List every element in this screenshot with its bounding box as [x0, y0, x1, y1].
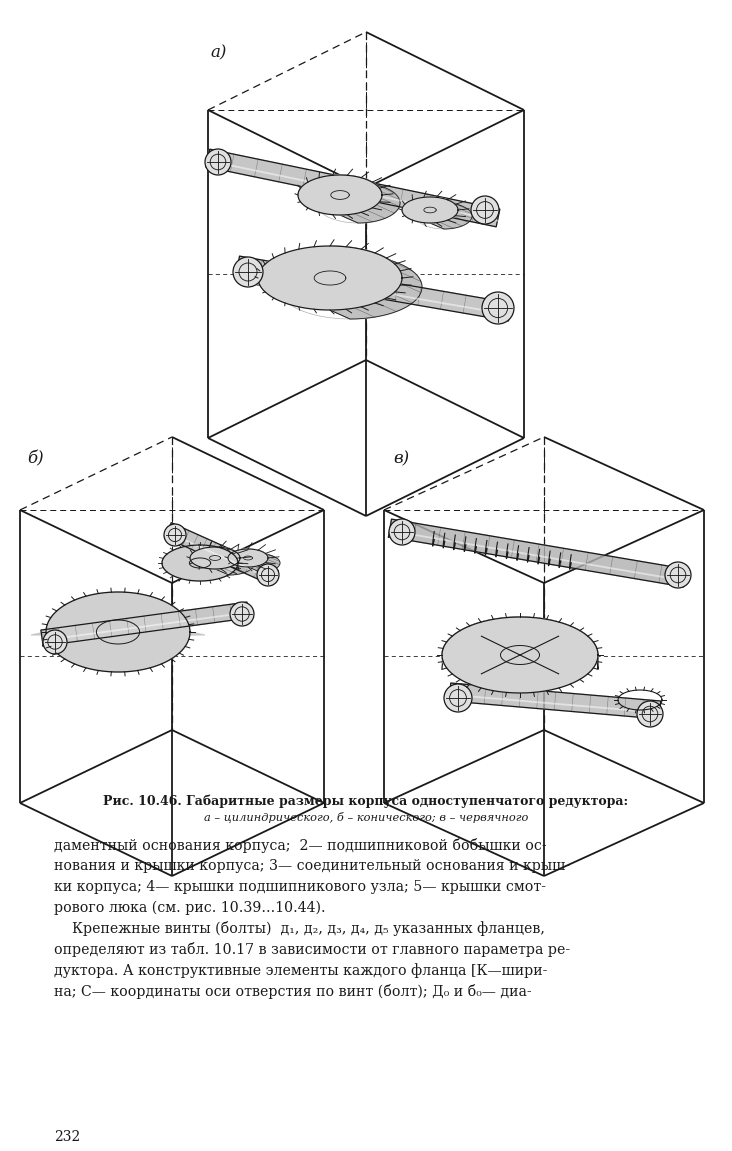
Polygon shape: [402, 197, 458, 223]
Polygon shape: [258, 246, 402, 310]
Text: определяют из табл. 10.17 в зависимости от главного параметра ре-: определяют из табл. 10.17 в зависимости …: [54, 942, 570, 956]
Circle shape: [205, 148, 231, 175]
Polygon shape: [206, 150, 500, 227]
Circle shape: [43, 630, 67, 654]
Circle shape: [637, 701, 663, 727]
Text: б): б): [27, 450, 44, 467]
Text: в): в): [393, 450, 409, 467]
Circle shape: [257, 564, 279, 586]
Text: даментный основания корпуса;  2— подшипниковой бобышки ос-: даментный основания корпуса; 2— подшипни…: [54, 838, 547, 853]
Polygon shape: [449, 683, 661, 719]
Text: рового люка (см. рис. 10.39...10.44).: рового люка (см. рис. 10.39...10.44).: [54, 900, 326, 915]
Polygon shape: [442, 617, 598, 693]
Text: нования и крышки корпуса; 3— соединительный основания и крыш-: нования и крышки корпуса; 3— соединитель…: [54, 859, 570, 872]
Circle shape: [444, 684, 472, 712]
Polygon shape: [190, 547, 240, 569]
Circle shape: [389, 519, 415, 546]
Polygon shape: [41, 602, 249, 646]
Text: ки корпуса; 4— крышки подшипникового узла; 5— крышки смот-: ки корпуса; 4— крышки подшипникового узл…: [54, 879, 546, 893]
Text: а – цилиндрического, б – конического; в – червячного: а – цилиндрического, б – конического; в …: [203, 811, 529, 823]
Circle shape: [482, 292, 514, 323]
Polygon shape: [162, 546, 238, 581]
Polygon shape: [215, 547, 254, 576]
Circle shape: [233, 257, 263, 287]
Circle shape: [230, 602, 254, 626]
Circle shape: [665, 562, 691, 588]
Polygon shape: [330, 246, 422, 319]
Circle shape: [164, 524, 186, 546]
Circle shape: [471, 196, 499, 224]
Text: Крепежные винты (болты)  д₁, д₂, д₃, д₄, д₅ указанных фланцев,: Крепежные винты (болты) д₁, д₂, д₃, д₄, …: [54, 921, 545, 936]
Text: Рис. 10.46. Габаритные размеры корпуса одноступенчатого редуктора:: Рис. 10.46. Габаритные размеры корпуса о…: [103, 794, 629, 808]
Text: а): а): [210, 44, 226, 61]
Polygon shape: [31, 602, 205, 635]
Text: 232: 232: [54, 1130, 81, 1144]
Polygon shape: [389, 519, 687, 587]
Text: дуктора. А конструктивные элементы каждого фланца [К—шири-: дуктора. А конструктивные элементы каждо…: [54, 962, 548, 977]
Polygon shape: [430, 197, 472, 229]
Polygon shape: [442, 617, 598, 669]
Polygon shape: [46, 592, 190, 672]
Polygon shape: [236, 257, 512, 321]
Polygon shape: [298, 175, 382, 215]
Polygon shape: [248, 549, 280, 572]
Polygon shape: [228, 549, 268, 567]
Text: на; С— координаты оси отверстия по винт (болт); Д₀ и б₀— диа-: на; С— координаты оси отверстия по винт …: [54, 984, 531, 999]
Polygon shape: [340, 175, 400, 223]
Polygon shape: [165, 523, 278, 586]
